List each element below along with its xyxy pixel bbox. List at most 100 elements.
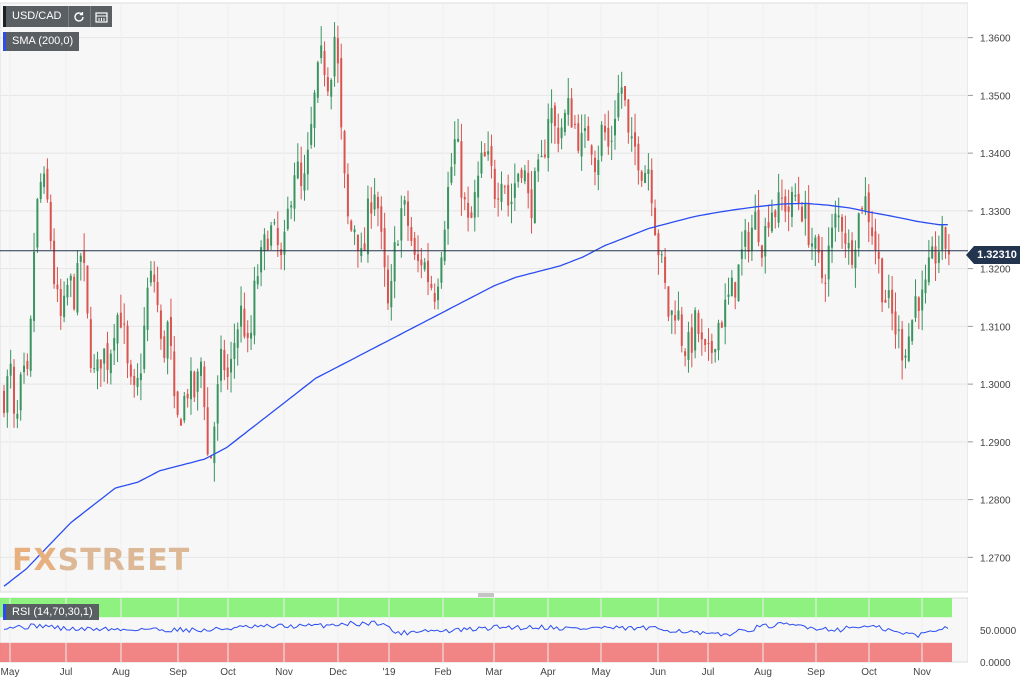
candle-up — [403, 200, 406, 205]
candle-up — [790, 192, 793, 218]
candle-up — [583, 128, 586, 131]
candle-up — [714, 348, 717, 353]
candle-down — [557, 127, 560, 144]
candle-up — [540, 155, 543, 158]
candle-down — [587, 126, 590, 141]
candle-down — [697, 312, 700, 335]
symbol-button[interactable]: USD/CAD — [3, 6, 68, 27]
candle-up — [523, 170, 526, 182]
candle-down — [210, 456, 213, 459]
candle-down — [56, 284, 59, 290]
candle-down — [684, 351, 687, 356]
candle-down — [223, 349, 226, 371]
candle-up — [330, 80, 333, 97]
candle-down — [46, 168, 49, 200]
candle-up — [941, 225, 944, 250]
candle-up — [310, 124, 313, 145]
candle-down — [370, 202, 373, 214]
candle-up — [213, 426, 216, 464]
candle-up — [366, 198, 369, 255]
candle-down — [323, 50, 326, 76]
candle-up — [139, 373, 142, 381]
candle-up — [770, 212, 773, 232]
candle-down — [276, 227, 279, 245]
candle-up — [43, 173, 46, 187]
candle-down — [947, 250, 950, 255]
candle-up — [644, 173, 647, 183]
candle-down — [266, 238, 269, 251]
candle-down — [280, 249, 283, 256]
candle-up — [183, 395, 186, 421]
candle-up — [390, 281, 393, 308]
candle-down — [674, 315, 677, 321]
candle-up — [567, 98, 570, 115]
candle-down — [894, 311, 897, 335]
sma-button[interactable]: SMA (200,0) — [3, 32, 80, 51]
candle-up — [744, 230, 747, 247]
candle-down — [410, 227, 413, 242]
candle-down — [53, 240, 56, 285]
candle-down — [841, 216, 844, 232]
candle-down — [934, 246, 937, 264]
x-tick-label: May — [592, 667, 611, 678]
candle-down — [86, 265, 89, 314]
candle-up — [233, 342, 236, 360]
candle-down — [467, 202, 470, 218]
y-tick-label: 1.3600 — [980, 34, 1011, 45]
candle-up — [360, 248, 363, 257]
candle-up — [216, 384, 219, 424]
y-tick-label: 1.3100 — [980, 322, 1011, 333]
candle-down — [577, 123, 580, 151]
candle-up — [834, 213, 837, 228]
x-tick-label: Jun — [650, 667, 666, 678]
candle-up — [333, 36, 336, 77]
candle-down — [176, 391, 179, 415]
candle-up — [600, 124, 603, 156]
rsi-tick-label: 50.0000 — [980, 626, 1017, 637]
x-tick-label: Oct — [861, 667, 877, 678]
candle-down — [821, 250, 824, 279]
candle-down — [553, 105, 556, 126]
candle-up — [283, 231, 286, 255]
candle-down — [133, 375, 136, 386]
candle-up — [236, 329, 239, 348]
candle-up — [220, 348, 223, 381]
candle-up — [764, 226, 767, 257]
candle-up — [270, 225, 273, 246]
candle-down — [406, 201, 409, 226]
candle-up — [23, 365, 26, 373]
candle-up — [794, 195, 797, 197]
calendar-icon[interactable] — [89, 6, 112, 27]
candle-up — [273, 222, 276, 224]
refresh-icon[interactable] — [67, 6, 90, 27]
candle-down — [680, 314, 683, 346]
candle-down — [884, 299, 887, 303]
candle-down — [460, 141, 463, 198]
candle-up — [103, 348, 106, 364]
candle-up — [563, 112, 566, 133]
candle-down — [861, 208, 864, 210]
y-tick-label: 1.3300 — [980, 207, 1011, 218]
rsi-button[interactable]: RSI (14,70,30,1) — [3, 604, 99, 620]
candle-up — [927, 257, 930, 283]
candle-up — [827, 245, 830, 280]
candle-up — [440, 257, 443, 283]
candle-down — [807, 202, 810, 246]
candle-up — [547, 119, 550, 158]
candle-down — [797, 193, 800, 203]
candle-up — [353, 229, 356, 233]
candle-down — [640, 171, 643, 181]
rsi-indicator-label: RSI (14,70,30,1) — [3, 604, 99, 620]
candle-down — [433, 293, 436, 302]
candle-down — [667, 286, 670, 317]
candle-down — [757, 209, 760, 243]
candle-down — [881, 258, 884, 303]
y-tick-label: 1.2800 — [980, 496, 1011, 507]
candle-up — [614, 118, 617, 136]
candle-down — [346, 174, 349, 217]
candle-down — [710, 341, 713, 353]
candle-up — [240, 305, 243, 327]
candle-down — [867, 192, 870, 223]
candle-down — [186, 393, 189, 399]
candle-up — [450, 166, 453, 183]
